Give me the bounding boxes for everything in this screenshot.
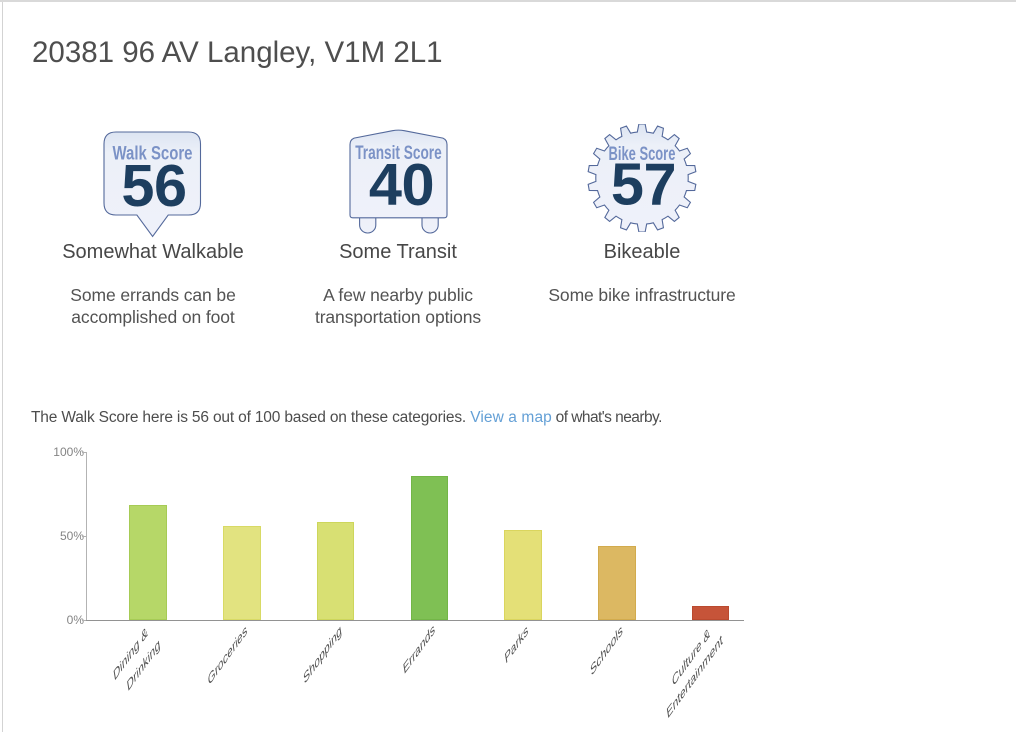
svg-text:Walk Score: Walk Score [113,142,193,163]
svg-text:57: 57 [611,150,676,217]
svg-text:56: 56 [121,151,186,218]
svg-text:Transit Score: Transit Score [355,141,441,163]
svg-text:40: 40 [368,150,433,217]
svg-text:Bike Score: Bike Score [608,143,675,164]
